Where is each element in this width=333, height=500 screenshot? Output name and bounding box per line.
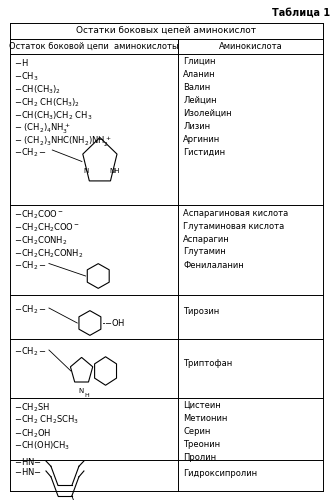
Text: Аланин: Аланин (183, 70, 216, 79)
Text: Глутаминовая кислота: Глутаминовая кислота (183, 222, 284, 230)
Text: Глутамин: Глутамин (183, 248, 226, 256)
Text: $-$CH$_2-$: $-$CH$_2-$ (14, 304, 47, 316)
Text: Серин: Серин (183, 427, 210, 436)
Text: Остаток боковой цепи  аминокислоты: Остаток боковой цепи аминокислоты (9, 42, 179, 50)
Text: $-$CH$_2$CONH$_2$: $-$CH$_2$CONH$_2$ (14, 234, 67, 247)
Text: Аспарагиновая кислота: Аспарагиновая кислота (183, 208, 288, 218)
Text: Лизин: Лизин (183, 122, 210, 131)
Text: Триптофан: Триптофан (183, 358, 232, 368)
Text: NH: NH (110, 168, 120, 173)
Text: $-$CH$_2$COO$^-$: $-$CH$_2$COO$^-$ (14, 208, 64, 221)
Text: $-$CH$_2$ CH(CH$_3$)$_2$: $-$CH$_2$ CH(CH$_3$)$_2$ (14, 96, 80, 108)
Text: Фенилаланин: Фенилаланин (183, 260, 244, 270)
Text: Треонин: Треонин (183, 440, 220, 449)
Text: N: N (78, 388, 83, 394)
Text: $-$CH$_2$SH: $-$CH$_2$SH (14, 401, 50, 413)
Text: Изолейцин: Изолейцин (183, 109, 232, 118)
Text: $-$H: $-$H (14, 57, 29, 68)
Text: Валин: Валин (183, 83, 210, 92)
Text: $-$HN$-$: $-$HN$-$ (14, 466, 42, 477)
Text: $-$CH$_2-$: $-$CH$_2-$ (14, 260, 47, 272)
Text: $-$CH(CH$_3$)$_2$: $-$CH(CH$_3$)$_2$ (14, 83, 61, 96)
Text: $-$CH$_2-$: $-$CH$_2-$ (14, 146, 47, 159)
Text: $-$HN$-$: $-$HN$-$ (14, 456, 42, 467)
Text: $-$CH$_2$CH$_2$CONH$_2$: $-$CH$_2$CH$_2$CONH$_2$ (14, 248, 84, 260)
Text: N: N (83, 168, 89, 173)
Text: $-$CH$_2$OH: $-$CH$_2$OH (14, 427, 51, 440)
Text: Аргинин: Аргинин (183, 135, 220, 144)
Text: Гидроксипролин: Гидроксипролин (183, 468, 257, 477)
Text: $-$ (CH$_2$)$_4$NH$_3^+$: $-$ (CH$_2$)$_4$NH$_3^+$ (14, 122, 70, 136)
Text: $-$CH$_2-$: $-$CH$_2-$ (14, 346, 47, 358)
Text: Пролин: Пролин (183, 453, 216, 462)
Text: Аспарагин: Аспарагин (183, 234, 230, 244)
Text: Цистеин: Цистеин (183, 401, 221, 410)
Text: Гистидин: Гистидин (183, 148, 225, 157)
Text: $-$CH$_2$CH$_2$COO$^-$: $-$CH$_2$CH$_2$COO$^-$ (14, 222, 80, 234)
Text: Глицин: Глицин (183, 57, 216, 66)
Text: Аминокислота: Аминокислота (219, 42, 282, 50)
Text: $-$CH(CH$_3$)CH$_2$ CH$_3$: $-$CH(CH$_3$)CH$_2$ CH$_3$ (14, 109, 92, 122)
Text: $-$OH: $-$OH (104, 318, 125, 328)
Text: Остатки боковых цепей аминокислот: Остатки боковых цепей аминокислот (77, 26, 256, 35)
Text: $-$CH$_3$: $-$CH$_3$ (14, 70, 39, 82)
Text: $-$ (CH$_2$)$_3$NHC(NH$_2$)NH$_2^+$: $-$ (CH$_2$)$_3$NHC(NH$_2$)NH$_2^+$ (14, 135, 112, 149)
Text: Таблица 1: Таблица 1 (271, 8, 330, 18)
Text: Лейцин: Лейцин (183, 96, 217, 105)
Text: $-$CH(OH)CH$_3$: $-$CH(OH)CH$_3$ (14, 440, 70, 452)
Text: Тирозин: Тирозин (183, 307, 219, 316)
Text: Метионин: Метионин (183, 414, 227, 423)
Text: H: H (85, 394, 89, 398)
Text: $-$CH$_2$ CH$_2$SCH$_3$: $-$CH$_2$ CH$_2$SCH$_3$ (14, 414, 79, 426)
